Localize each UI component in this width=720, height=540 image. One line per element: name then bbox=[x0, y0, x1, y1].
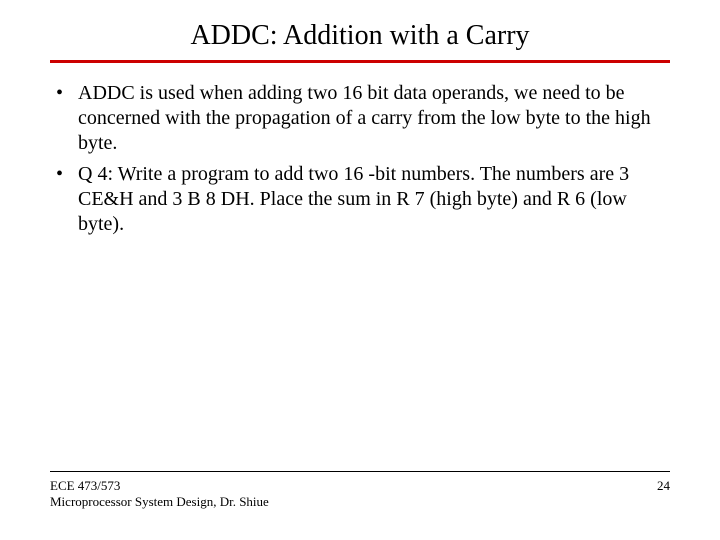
bullet-item: • ADDC is used when adding two 16 bit da… bbox=[50, 81, 670, 156]
title-rule bbox=[50, 60, 670, 63]
footer-course: ECE 473/573 bbox=[50, 478, 269, 494]
slide-body: • ADDC is used when adding two 16 bit da… bbox=[50, 81, 670, 471]
footer-page-number: 24 bbox=[657, 478, 670, 494]
bullet-text: ADDC is used when adding two 16 bit data… bbox=[78, 81, 670, 156]
footer-subtitle: Microprocessor System Design, Dr. Shiue bbox=[50, 494, 269, 510]
bullet-item: • Q 4: Write a program to add two 16 -bi… bbox=[50, 162, 670, 237]
footer-left: ECE 473/573 Microprocessor System Design… bbox=[50, 478, 269, 511]
footer-rule bbox=[50, 471, 670, 472]
bullet-marker: • bbox=[50, 162, 78, 237]
bullet-text: Q 4: Write a program to add two 16 -bit … bbox=[78, 162, 670, 237]
slide-title: ADDC: Addition with a Carry bbox=[50, 20, 670, 52]
bullet-marker: • bbox=[50, 81, 78, 156]
slide-footer: ECE 473/573 Microprocessor System Design… bbox=[50, 478, 670, 511]
slide: ADDC: Addition with a Carry • ADDC is us… bbox=[0, 0, 720, 540]
